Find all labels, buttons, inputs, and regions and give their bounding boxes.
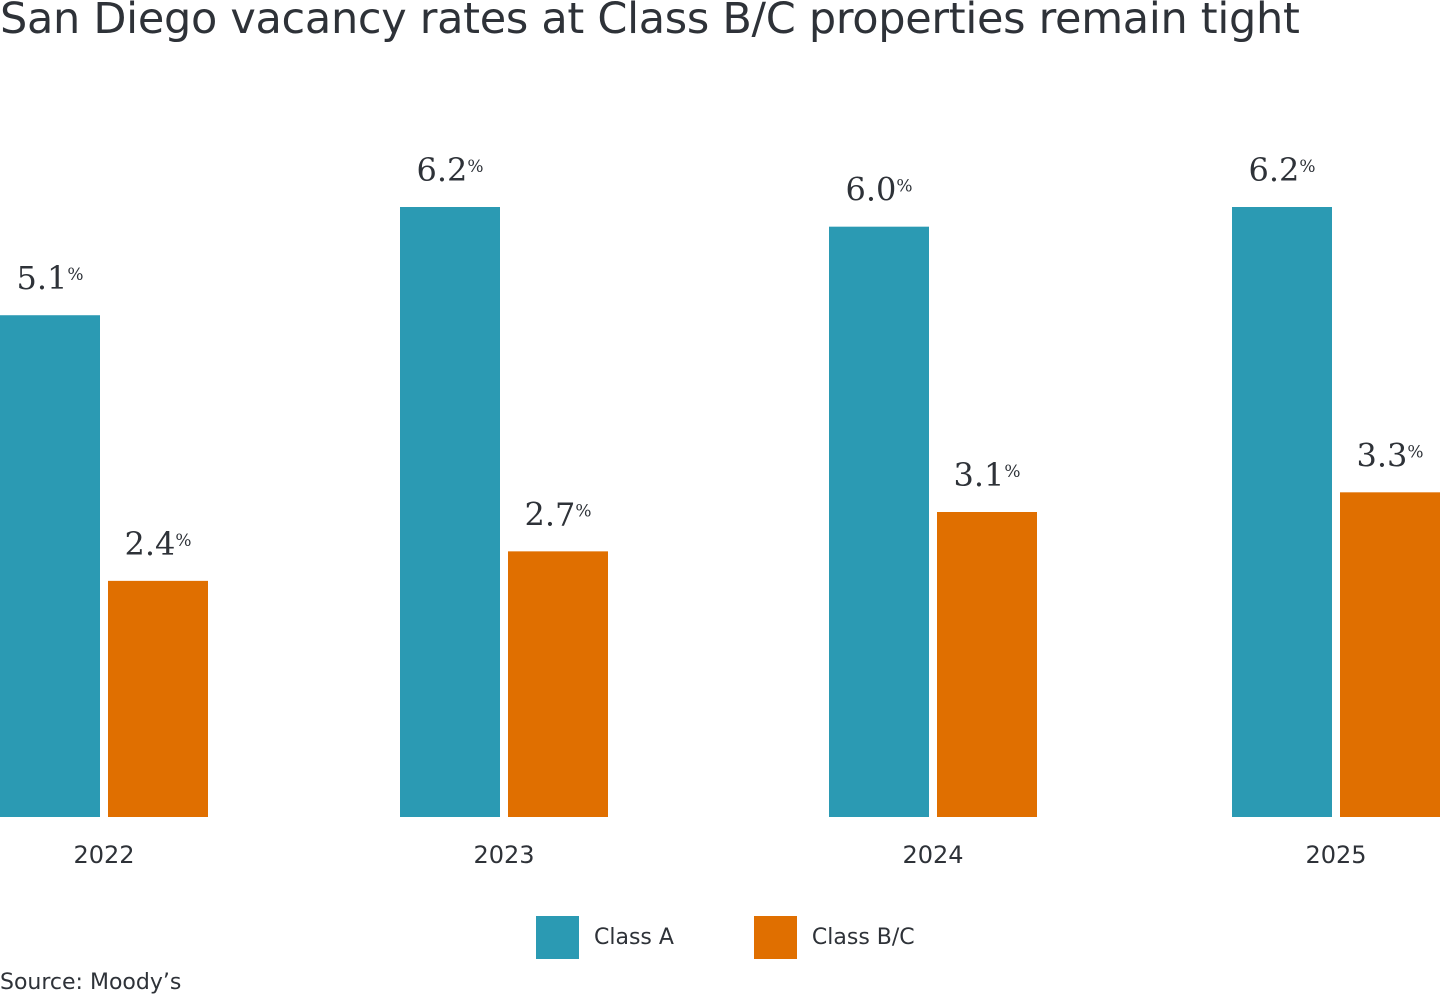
bar-class-bc-2024 (937, 512, 1037, 817)
bar-class-bc-2022 (108, 580, 208, 817)
legend-label-class-a: Class A (594, 925, 674, 950)
bar-class-bc-2023 (508, 551, 608, 817)
legend-item-class-a: Class A (536, 916, 674, 959)
x-tick-label-2024: 2024 (902, 841, 963, 869)
value-label-class-bc-2023: 2.7% (524, 495, 591, 533)
bar-class-a-2023 (400, 207, 500, 817)
x-tick-label-2023: 2023 (473, 841, 534, 869)
x-tick-label-2025: 2025 (1305, 841, 1366, 869)
legend-swatch-class-bc (753, 916, 797, 959)
value-label-class-bc-2025: 3.3% (1356, 436, 1423, 474)
x-tick-label-2022: 2022 (73, 841, 134, 869)
bar-class-a-2024 (829, 226, 929, 817)
legend-swatch-class-a (536, 916, 579, 959)
chart-title: San Diego vacancy rates at Class B/C pro… (0, 0, 1300, 44)
value-label-class-a-2024: 6.0% (845, 171, 912, 209)
value-label-class-bc-2022: 2.4% (124, 525, 191, 563)
bar-class-a-2025 (1232, 207, 1332, 817)
bar-class-a-2022 (0, 315, 100, 817)
value-label-class-a-2023: 6.2% (416, 151, 483, 189)
legend-item-class-bc: Class B/C (753, 916, 915, 959)
bar-chart: 5.1% 2.4% 2022 6.2% 2.7% 2023 6.0% 3.1% 2024 6.2%… (0, 151, 1440, 869)
chart-legend: Class A Class B/C (536, 916, 995, 959)
value-label-class-a-2022: 5.1% (16, 259, 83, 297)
value-label-class-a-2025: 6.2% (1248, 151, 1315, 189)
legend-label-class-bc: Class B/C (811, 925, 915, 950)
bar-class-bc-2025 (1340, 492, 1440, 817)
value-label-class-bc-2024: 3.1% (953, 456, 1020, 494)
source-note: Source: Moody’s (0, 970, 182, 995)
